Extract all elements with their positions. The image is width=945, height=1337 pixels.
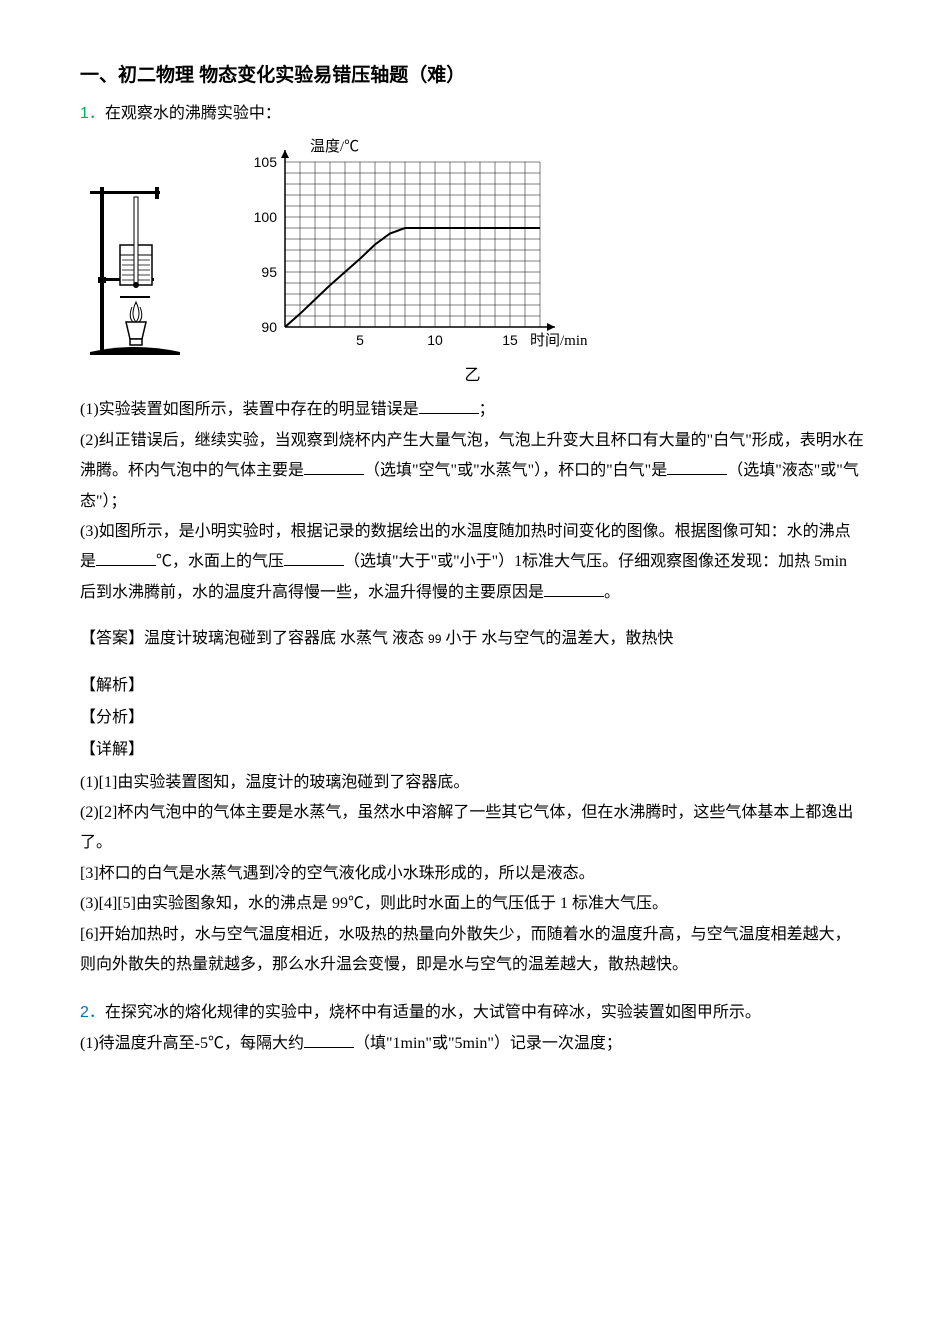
- answer-99: 99: [428, 632, 441, 646]
- q2-stem-line: 2．在探究冰的熔化规律的实验中，烧杯中有适量的水，大试管中有碎冰，实验装置如图甲…: [80, 998, 865, 1028]
- svg-text:105: 105: [254, 154, 278, 170]
- q2-number: 2．: [80, 1004, 105, 1021]
- blank: [304, 474, 364, 475]
- svg-text:温度/℃: 温度/℃: [310, 138, 359, 155]
- temperature-chart: 90 95 100 105 5 10 15 温度/℃ 时间/min: [230, 137, 590, 357]
- blank: [544, 596, 604, 597]
- svg-text:15: 15: [502, 332, 518, 348]
- q1-detail-2: (2)[2]杯内气泡中的气体主要是水蒸气，虽然水中溶解了一些其它气体，但在水沸腾…: [80, 798, 865, 859]
- apparatus-figure: [80, 167, 190, 357]
- blank: [304, 1047, 354, 1048]
- svg-text:时间/min: 时间/min: [530, 332, 588, 349]
- figure-row: 90 95 100 105 5 10 15 温度/℃ 时间/min: [80, 137, 865, 357]
- q1-stem-line: 1．在观察水的沸腾实验中：: [80, 99, 865, 129]
- fenxi-label: 【分析】: [80, 703, 865, 733]
- answer-text: 温度计玻璃泡碰到了容器底 水蒸气 液态: [144, 630, 428, 647]
- svg-text:95: 95: [261, 264, 277, 280]
- blank: [419, 413, 479, 414]
- section-title: 一、初二物理 物态变化实验易错压轴题（难）: [80, 60, 865, 87]
- answer-rest: 小于 水与空气的温差大，散热快: [441, 630, 673, 647]
- q1-detail-3: [3]杯口的白气是水蒸气遇到冷的空气液化成小水珠形成的，所以是液态。: [80, 859, 865, 889]
- q1-part2: (2)纠正错误后，继续实验，当观察到烧杯内产生大量气泡，气泡上升变大且杯口有大量…: [80, 426, 865, 517]
- q1-part1: (1)实验装置如图所示，装置中存在的明显错误是 ；: [80, 395, 865, 425]
- q1-detail-1: (1)[1]由实验装置图知，温度计的玻璃泡碰到了容器底。: [80, 768, 865, 798]
- figure-caption: 乙: [80, 361, 865, 385]
- q1-part3: (3)如图所示，是小明实验时，根据记录的数据绘出的水温度随加热时间变化的图像。根…: [80, 517, 865, 608]
- text: ；: [479, 401, 495, 418]
- svg-text:10: 10: [427, 332, 443, 348]
- xiangjie-label: 【详解】: [80, 735, 865, 765]
- text: 。: [604, 584, 620, 601]
- q2-part1: (1)待温度升高至-5℃，每隔大约 （填"1min"或"5min"）记录一次温度；: [80, 1029, 865, 1059]
- text: ℃，水面上的气压: [156, 553, 284, 570]
- svg-text:90: 90: [261, 319, 277, 335]
- q1-detail-4: (3)[4][5]由实验图象知，水的沸点是 99℃，则此时水面上的气压低于 1 …: [80, 889, 865, 919]
- q1-stem: 在观察水的沸腾实验中：: [105, 105, 281, 122]
- svg-text:100: 100: [254, 209, 278, 225]
- answer-label: 【答案】: [80, 630, 144, 647]
- text: (1)实验装置如图所示，装置中存在的明显错误是: [80, 401, 419, 418]
- jiexi-label: 【解析】: [80, 671, 865, 701]
- svg-text:5: 5: [356, 332, 364, 348]
- text: （填"1min"或"5min"）记录一次温度；: [354, 1035, 622, 1052]
- q2-stem: 在探究冰的熔化规律的实验中，烧杯中有适量的水，大试管中有碎冰，实验装置如图甲所示…: [105, 1004, 761, 1021]
- q1-answer: 【答案】温度计玻璃泡碰到了容器底 水蒸气 液态 99 小于 水与空气的温差大，散…: [80, 624, 865, 654]
- q1-detail-5: [6]开始加热时，水与空气温度相近，水吸热的热量向外散失少，而随着水的温度升高，…: [80, 920, 865, 981]
- q1-number: 1．: [80, 105, 105, 122]
- blank: [284, 565, 344, 566]
- blank: [667, 474, 727, 475]
- text: （选填"空气"或"水蒸气"），杯口的"白气"是: [364, 462, 667, 479]
- text: (1)待温度升高至-5℃，每隔大约: [80, 1035, 304, 1052]
- blank: [96, 565, 156, 566]
